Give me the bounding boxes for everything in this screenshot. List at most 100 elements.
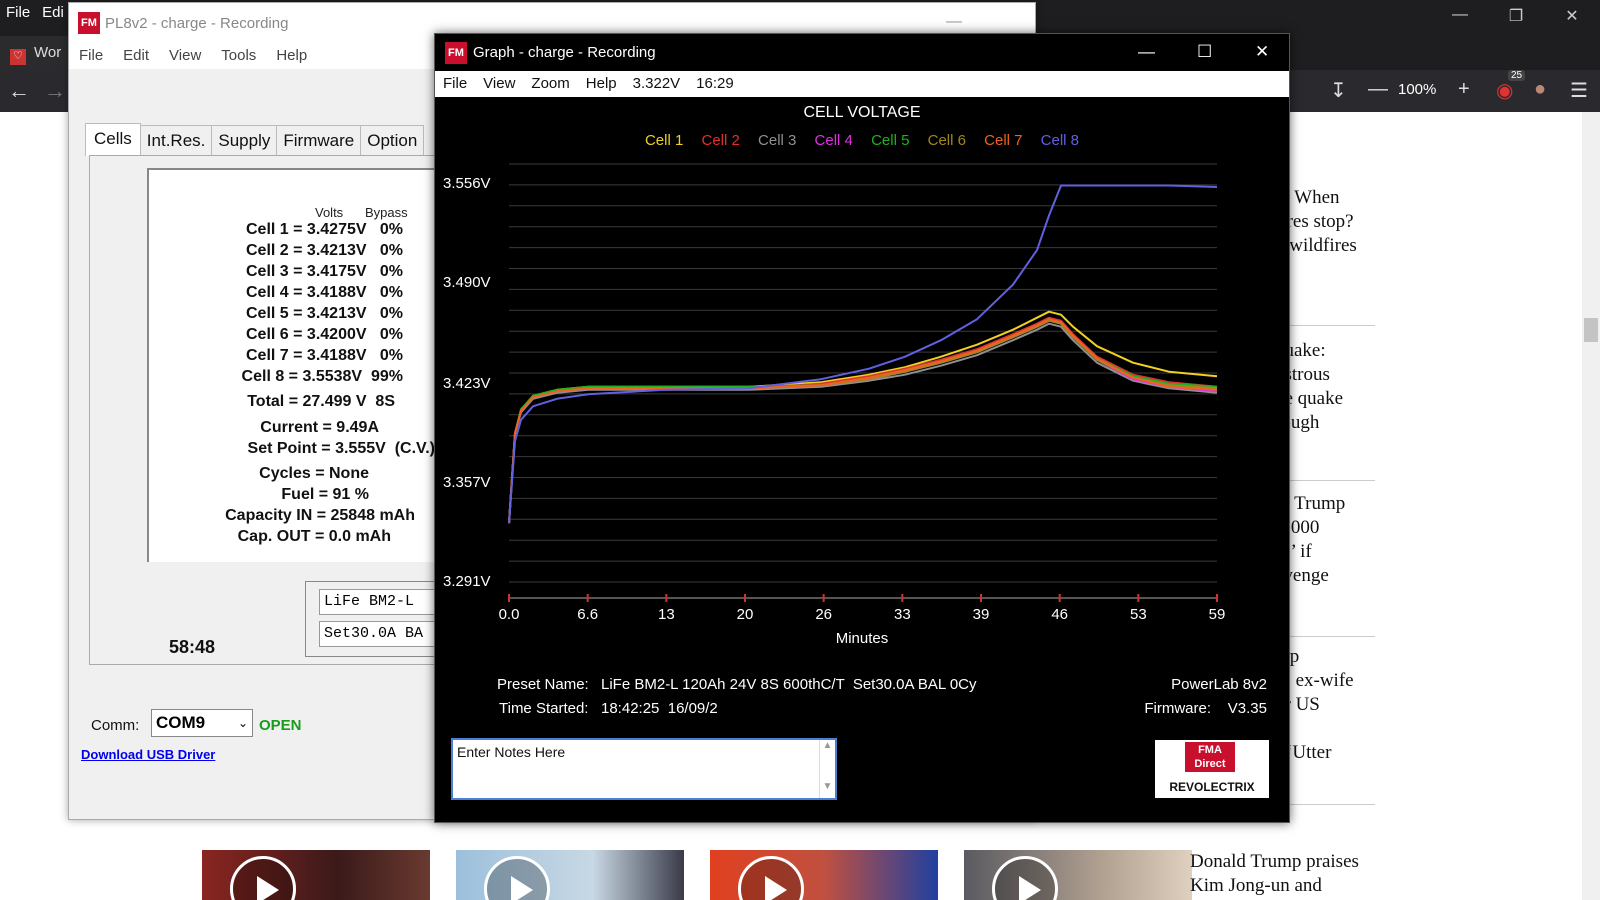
video-thumbnail[interactable] [710,850,938,900]
video-thumbnail[interactable] [964,850,1192,900]
ublock-count-badge: 25 [1508,70,1526,81]
y-tick-label: 3.556V [443,175,491,192]
capacity-out-readout: Cap. OUT = 0.0 mAh [237,528,391,545]
page-scrollbar[interactable] [1582,112,1600,900]
forward-arrow-icon[interactable]: → [44,78,66,103]
x-axis-title: Minutes [835,630,889,647]
device-name: PowerLab 8v2 [1171,676,1267,693]
comm-port-value: COM9 [156,713,206,732]
news-divider [1265,480,1375,481]
graph-titlebar: FM Graph - charge - Recording — ☐ ✕ [435,34,1289,71]
series-line-cell-3 [508,322,1218,524]
minimize-icon[interactable]: — [1138,42,1155,61]
set-point-readout: Set Point = 3.555V (C.V.) [247,440,435,457]
tab-cells[interactable]: Cells [85,123,141,156]
close-icon[interactable]: ✕ [1565,8,1579,25]
cell-1-readout: Cell 1 = 3.4275V 0% [246,221,403,238]
minimize-icon[interactable]: — [946,13,962,30]
legend-cell-1[interactable]: Cell 1 [644,132,684,149]
graph-menu-zoom[interactable]: Zoom [531,75,570,92]
news-divider [1265,804,1375,805]
notes-textarea[interactable]: Enter Notes Here ▲ ▼ [451,738,837,800]
video-thumbnail[interactable] [456,850,684,900]
menu-help[interactable]: Help [276,47,308,64]
chart-title: CELL VOLTAGE [803,104,921,121]
chevron-down-icon: ⌄ [237,716,248,730]
x-tick-label: 6.6 [577,606,599,623]
cell-7-readout: Cell 7 = 3.4188V 0% [246,347,403,364]
video-thumbnail[interactable] [202,850,430,900]
news-divider [1265,325,1375,326]
legend-cell-8[interactable]: Cell 8 [1040,132,1080,149]
comm-label: Comm: [91,717,140,734]
cycles-readout: Cycles = None [259,465,369,482]
x-tick-label: 20 [736,606,754,623]
legend-cell-3[interactable]: Cell 3 [758,132,797,149]
x-tick-label: 53 [1129,606,1147,623]
legend-cell-4[interactable]: Cell 4 [814,132,853,149]
zoom-out-icon[interactable]: — [1368,78,1388,100]
legend-cell-7[interactable]: Cell 7 [984,132,1023,149]
play-icon [992,856,1058,900]
cell-5-readout: Cell 5 = 3.4213V 0% [246,305,403,322]
tab-int-res[interactable]: Int.Res. [139,125,213,156]
close-icon[interactable]: ✕ [1255,42,1270,61]
x-tick-label: 26 [815,606,832,623]
fma-app-icon: FM [78,12,100,34]
news-item-1[interactable]: p: When fires stop? o wildfires [1275,187,1357,256]
browser-menubar: File Edi [0,0,70,26]
hamburger-menu-icon[interactable]: ☰ [1570,80,1588,102]
menu-edit[interactable]: Edit [123,47,150,64]
legend-cell-2[interactable]: Cell 2 [701,132,740,149]
cell-3-readout: Cell 3 = 3.4175V 0% [246,263,403,280]
menu-tools[interactable]: Tools [221,47,257,64]
restore-icon[interactable]: ❐ [1508,8,1524,25]
scroll-up-icon[interactable]: ▲ [822,740,833,751]
ublock-icon[interactable]: ◉ [1496,80,1514,102]
maximize-icon[interactable]: ☐ [1197,42,1213,61]
x-tick-label: 59 [1208,606,1226,623]
time-started-value: 18:42:25 16/09/2 [601,700,718,717]
tab-supply[interactable]: Supply [211,125,278,156]
bottom-headline[interactable]: Donald Trump praises Kim Jong-un and [1190,851,1359,896]
browser-menu-file[interactable]: File [6,4,31,21]
graph-menu-help[interactable]: Help [585,75,617,92]
legend-cell-5[interactable]: Cell 5 [871,132,910,149]
voltage-chart[interactable] [435,34,1291,694]
back-arrow-icon[interactable]: ← [8,78,30,103]
zoom-level[interactable]: 100% [1398,81,1437,98]
tab-firmware[interactable]: Firmware [276,125,362,156]
download-usb-driver-link[interactable]: Download USB Driver [81,747,216,762]
graph-menubar: File View Zoom Help 3.322V 16:29 [435,71,1289,97]
preset-name-label: Preset Name: [497,676,589,693]
extension-icon[interactable]: ● [1534,78,1547,100]
zoom-in-icon[interactable]: + [1458,78,1470,100]
legend-cell-6[interactable]: Cell 6 [927,132,966,149]
total-voltage: Total = 27.499 V 8S [247,393,395,410]
menu-file[interactable]: File [79,47,104,64]
browser-menu-edit[interactable]: Edi [42,4,64,21]
x-tick-label: 13 [657,606,675,623]
y-tick-label: 3.423V [443,374,491,392]
download-icon[interactable]: ↧ [1330,80,1347,102]
graph-menu-view[interactable]: View [483,75,516,92]
menu-view[interactable]: View [169,47,202,64]
notes-scrollbar[interactable]: ▲ ▼ [819,740,835,798]
fma-revolectrix-logo: FMA Direct REVOLECTRIX [1155,740,1269,798]
comm-status: OPEN [259,717,302,734]
minimize-icon[interactable]: — [1452,6,1468,23]
time-started-label: Time Started: [499,700,589,717]
series-line-cell-8 [508,184,1218,524]
series-line-cell-6 [508,319,1218,524]
capacity-in-readout: Capacity IN = 25848 mAh [225,507,415,524]
play-icon [230,856,296,900]
graph-menu-file[interactable]: File [443,75,468,92]
comm-port-select[interactable]: COM9 ⌄ [151,709,253,737]
y-tick-label: 3.490V [443,274,491,292]
browser-tab[interactable]: ♡ Wor [0,36,72,70]
elapsed-timer: 58:48 [169,637,216,657]
graph-window: FM Graph - charge - Recording — ☐ ✕ File… [434,33,1290,823]
scroll-down-icon[interactable]: ▼ [822,781,833,792]
scrollbar-thumb[interactable] [1584,318,1598,342]
tab-options[interactable]: Option [360,125,425,156]
